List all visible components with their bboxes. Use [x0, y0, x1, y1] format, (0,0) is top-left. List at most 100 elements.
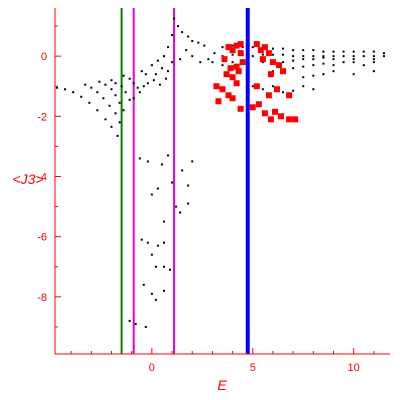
data-point-red	[229, 74, 236, 81]
data-point-black	[114, 112, 117, 115]
data-point-black	[352, 73, 355, 76]
data-point-black	[322, 56, 325, 59]
data-point-red	[253, 83, 260, 90]
data-point-black	[84, 83, 87, 86]
data-point-black	[261, 61, 264, 64]
data-point-black	[231, 61, 234, 64]
data-point-black	[312, 88, 315, 91]
data-point-red	[253, 41, 260, 48]
data-point-black	[332, 55, 335, 58]
data-point-black	[179, 58, 182, 61]
data-point-black	[114, 94, 117, 97]
data-point-black	[211, 61, 214, 64]
data-point-black	[162, 241, 165, 244]
data-point-black	[181, 31, 184, 34]
data-point-black	[271, 53, 274, 56]
data-point-black	[98, 80, 101, 83]
data-point-red	[261, 44, 268, 51]
data-point-black	[150, 193, 153, 196]
data-point-black	[292, 89, 295, 92]
data-point-black	[221, 55, 224, 58]
data-point-black	[167, 70, 170, 73]
data-point-black	[271, 85, 274, 88]
data-point-black	[352, 55, 355, 58]
data-point-black	[140, 70, 143, 73]
data-point-black	[187, 35, 190, 38]
data-point-black	[312, 58, 315, 61]
data-point-red	[273, 86, 280, 93]
data-point-black	[108, 104, 111, 107]
data-point-black	[187, 202, 190, 205]
data-point-black	[292, 49, 295, 52]
data-point-black	[167, 46, 170, 49]
data-point-red	[278, 113, 285, 120]
data-point-black	[171, 34, 174, 37]
y-tick-label: -4	[37, 171, 47, 183]
data-point-red	[213, 83, 220, 90]
data-point-black	[302, 76, 305, 79]
data-point-black	[124, 91, 127, 94]
data-point-black	[271, 47, 274, 50]
data-point-black	[150, 64, 153, 67]
data-point-red	[215, 98, 222, 105]
data-point-black	[282, 91, 285, 94]
data-point-black	[104, 83, 107, 86]
data-point-black	[156, 244, 159, 247]
data-point-black	[90, 86, 93, 89]
data-point-black	[302, 55, 305, 58]
data-point-red	[286, 116, 293, 123]
data-point-red	[239, 59, 246, 66]
data-point-black	[203, 44, 206, 47]
data-point-black	[154, 265, 157, 268]
data-point-black	[261, 88, 264, 91]
data-point-black	[132, 82, 135, 85]
data-point-black	[292, 59, 295, 62]
data-point-black	[177, 25, 180, 28]
y-tick-label: -2	[37, 111, 47, 123]
data-point-red	[235, 68, 242, 75]
data-point-black	[96, 109, 99, 112]
x-tick-label: 0	[149, 362, 155, 374]
data-point-red	[267, 71, 274, 78]
data-point-black	[72, 91, 75, 94]
data-point-red	[259, 56, 266, 63]
data-point-black	[372, 50, 375, 53]
data-point-black	[292, 55, 295, 58]
data-point-black	[158, 83, 161, 86]
data-point-black	[241, 46, 244, 49]
data-point-black	[302, 49, 305, 52]
data-point-black	[110, 88, 113, 91]
data-point-black	[302, 85, 305, 88]
data-point-black	[179, 211, 182, 214]
data-point-black	[138, 91, 141, 94]
data-point-black	[116, 134, 119, 137]
data-point-black	[173, 17, 176, 20]
data-point-black	[372, 55, 375, 58]
data-point-red	[237, 105, 244, 112]
data-point-red	[265, 50, 272, 57]
data-point-black	[312, 74, 315, 77]
data-point-black	[102, 97, 105, 100]
data-point-black	[231, 44, 234, 47]
x-axis-title: E	[217, 377, 227, 393]
data-point-red	[267, 116, 274, 123]
data-point-black	[221, 46, 224, 49]
data-point-red	[261, 110, 268, 117]
data-point-black	[156, 187, 159, 190]
data-point-red	[292, 116, 299, 123]
data-point-black	[342, 55, 345, 58]
data-point-black	[128, 98, 131, 101]
data-point-black	[362, 55, 365, 58]
data-point-black	[162, 220, 165, 223]
data-point-black	[152, 79, 155, 82]
data-point-red	[271, 108, 278, 115]
data-point-red	[265, 92, 272, 99]
data-point-black	[251, 46, 254, 49]
data-point-black	[169, 268, 172, 271]
data-point-black	[146, 160, 149, 163]
data-point-red	[233, 80, 240, 87]
data-point-black	[213, 52, 216, 55]
data-point-black	[191, 40, 194, 43]
data-point-black	[322, 62, 325, 65]
